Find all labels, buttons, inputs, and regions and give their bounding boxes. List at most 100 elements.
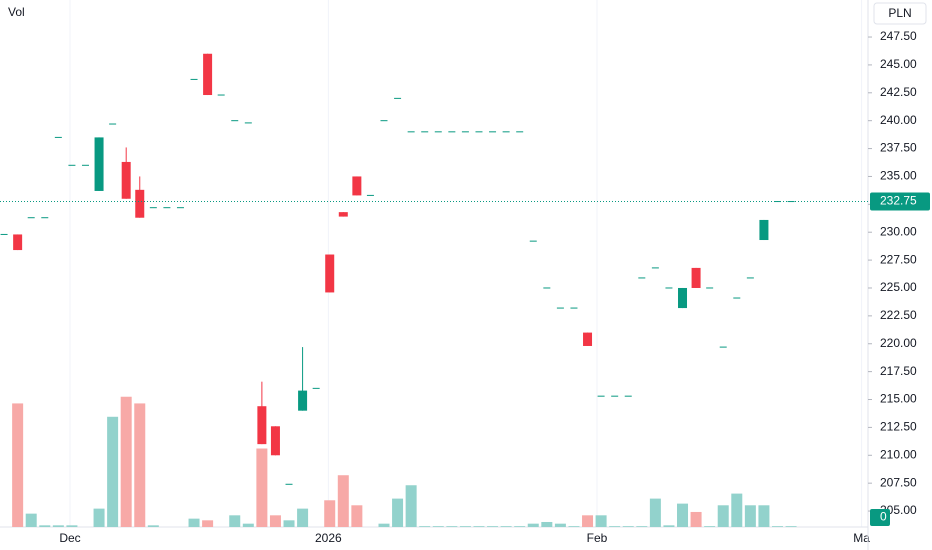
volume-bar [649, 498, 661, 527]
volume-bar [744, 505, 756, 527]
candle-body [68, 164, 76, 166]
y-tick-label: 235.00 [880, 169, 917, 183]
candle-body [665, 287, 673, 289]
volume-bar [378, 523, 390, 527]
volume-bar [324, 500, 336, 527]
candle-body [759, 219, 769, 241]
candle-body [149, 207, 157, 209]
candle-body [706, 287, 714, 289]
candle-body [41, 217, 49, 219]
y-tick-label: 227.50 [880, 252, 917, 266]
volume-bar [609, 526, 621, 527]
volume-bar [52, 525, 64, 527]
candle-body [352, 176, 362, 196]
candle-body [624, 395, 632, 397]
candle-body [570, 307, 578, 309]
volume-bar [25, 513, 37, 527]
y-tick-label: 222.50 [880, 308, 917, 322]
y-tick-label: 242.50 [880, 85, 917, 99]
candle-body [434, 131, 442, 133]
candle-body [448, 131, 456, 133]
candle-body [746, 277, 754, 279]
y-tick-label: 220.00 [880, 336, 917, 350]
volume-bar [107, 416, 119, 527]
volume-bar [12, 403, 24, 527]
volume-bar [690, 511, 702, 527]
volume-bar [622, 526, 634, 527]
candle-body [380, 120, 388, 122]
volume-bar [527, 523, 539, 527]
volume-bar [188, 518, 200, 527]
candle-body [394, 97, 402, 99]
candle-body [298, 390, 308, 411]
volume-bar [663, 525, 675, 527]
volume-bar [432, 526, 444, 527]
candle-body [0, 233, 8, 235]
last-volume-label: 0 [880, 510, 887, 524]
y-tick-label: 245.00 [880, 57, 917, 71]
candle-body [257, 406, 267, 445]
volume-bar [514, 526, 526, 527]
volume-bar [473, 526, 485, 527]
y-tick-label: 210.00 [880, 447, 917, 461]
volume-bar [554, 523, 566, 527]
candle-body [190, 78, 198, 80]
candle-body [597, 395, 605, 397]
candle-body [217, 94, 225, 96]
volume-bar [446, 526, 458, 527]
candle-body [529, 240, 537, 242]
volume-bar [147, 525, 159, 527]
candle-body [475, 131, 483, 133]
volume-bar [337, 475, 349, 527]
candle-body [285, 483, 293, 485]
volume-bar [66, 525, 78, 527]
y-tick-label: 207.50 [880, 475, 917, 489]
last-price-badge [870, 192, 930, 211]
volume-bar [731, 493, 743, 527]
candle-body [135, 189, 145, 218]
volume-bar [297, 508, 309, 527]
volume-bar [785, 526, 797, 527]
candle-body [719, 346, 727, 348]
volume-title: Vol [8, 5, 25, 19]
volume-bar [134, 403, 146, 527]
candle-body [733, 297, 741, 299]
candle-body [13, 234, 23, 251]
volume-bar [351, 505, 363, 527]
candle-body [366, 194, 374, 196]
candle-body [81, 164, 89, 166]
candle-body [176, 207, 184, 209]
volume-bar [269, 515, 281, 527]
candle-body [543, 287, 551, 289]
x-tick-label: Ma [853, 531, 870, 545]
candle-body [516, 131, 524, 133]
volume-bar [419, 526, 431, 527]
candle-body [421, 131, 429, 133]
y-tick-label: 212.50 [880, 420, 917, 434]
candle-body [163, 207, 171, 209]
candle-body [270, 426, 280, 456]
candle-body [583, 332, 593, 346]
y-tick-label: 247.50 [880, 29, 917, 43]
candle-body [678, 287, 688, 309]
volume-bar [120, 396, 132, 527]
currency[interactable]: PLN [888, 6, 911, 20]
candle-body [54, 136, 62, 138]
candle-body [27, 217, 35, 219]
last-price-label: 232.75 [880, 194, 917, 208]
y-tick-label: 217.50 [880, 364, 917, 378]
y-tick-label: 225.00 [880, 280, 917, 294]
volume-bar [93, 508, 105, 527]
candle-body [461, 131, 469, 133]
volume-bar [487, 526, 499, 527]
currency-box[interactable] [873, 2, 927, 25]
y-tick-label: 230.00 [880, 224, 917, 238]
last-volume-badge [870, 509, 890, 526]
volume-bar [392, 498, 404, 527]
x-tick-label: Feb [587, 531, 608, 545]
volume-bar [771, 526, 783, 527]
y-tick-label: 215.00 [880, 392, 917, 406]
volume-bar [541, 521, 553, 527]
